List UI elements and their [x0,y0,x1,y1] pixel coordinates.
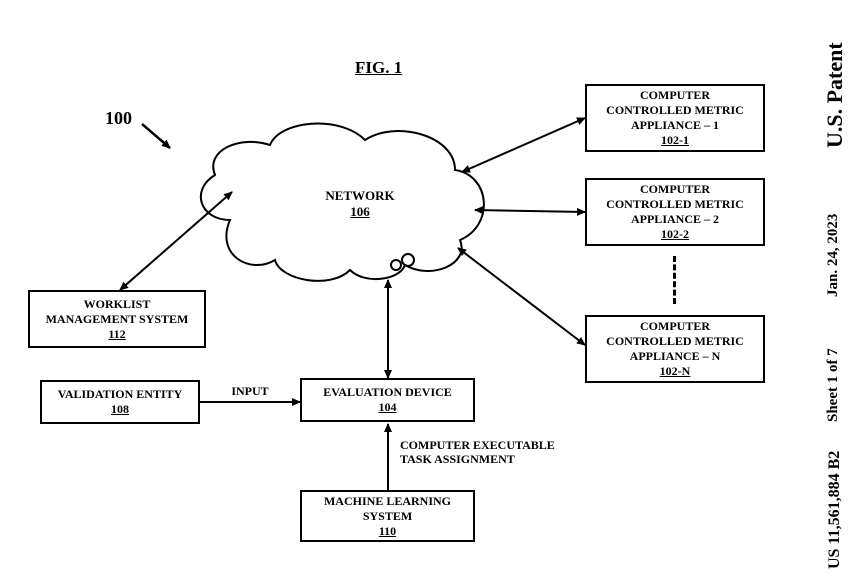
ml-box: MACHINE LEARNING SYSTEM 110 [300,490,475,542]
network-title: NETWORK [300,188,420,204]
input-label: INPUT [225,384,275,398]
patent-date-text: Jan. 24, 2023 [825,200,842,310]
diagram-canvas: U.S. Patent Jan. 24, 2023 Sheet 1 of 7 U… [0,0,862,579]
cet-label: COMPUTER EXECUTABLE TASK ASSIGNMENT [400,438,590,467]
cmaN-line1: COMPUTER [640,319,710,334]
figure-title: FIG. 1 [355,58,402,78]
cmaN-line2: CONTROLLED METRIC [606,334,744,349]
evaluation-line1: EVALUATION DEVICE [323,385,452,400]
ml-ref: 110 [379,524,396,539]
edge-worklist-network [120,192,232,290]
cma1-line1: COMPUTER [640,88,710,103]
worklist-box: WORKLIST MANAGEMENT SYSTEM 112 [28,290,206,348]
network-ref: 106 [300,204,420,220]
evaluation-box: EVALUATION DEVICE 104 [300,378,475,422]
worklist-ref: 112 [108,327,125,342]
cma1-line2: CONTROLLED METRIC [606,103,744,118]
cmaN-line3: APPLIANCE – N [630,349,721,364]
validation-line1: VALIDATION ENTITY [58,387,183,402]
ml-line1: MACHINE LEARNING [324,494,451,509]
patent-number-text: US 11,561,884 B2 [826,450,844,570]
patent-sheet-text: Sheet 1 of 7 [825,330,842,440]
cma2-box: COMPUTER CONTROLLED METRIC APPLIANCE – 2… [585,178,765,246]
cma1-box: COMPUTER CONTROLLED METRIC APPLIANCE – 1… [585,84,765,152]
evaluation-ref: 104 [379,400,397,415]
patent-header-text: U.S. Patent [822,20,848,170]
worklist-line2: MANAGEMENT SYSTEM [46,312,189,327]
validation-ref: 108 [111,402,129,417]
cma2-line1: COMPUTER [640,182,710,197]
cma1-line3: APPLIANCE – 1 [631,118,719,133]
edge-network-cma1 [462,118,585,172]
cmaN-ref: 102-N [660,364,691,379]
validation-box: VALIDATION ENTITY 108 [40,380,200,424]
network-node-label: NETWORK 106 [300,188,420,220]
worklist-line1: WORKLIST [84,297,151,312]
edge-network-cmaN [458,248,585,345]
edge-ref100-pointer [142,124,170,148]
ml-line2: SYSTEM [363,509,412,524]
edge-network-cma2 [475,210,585,212]
cma1-ref: 102-1 [661,133,689,148]
cmaN-box: COMPUTER CONTROLLED METRIC APPLIANCE – N… [585,315,765,383]
cma2-ref: 102-2 [661,227,689,242]
cma2-line2: CONTROLLED METRIC [606,197,744,212]
cma2-line3: APPLIANCE – 2 [631,212,719,227]
ellipsis-dash [673,256,676,304]
ref-number-100: 100 [105,108,132,129]
